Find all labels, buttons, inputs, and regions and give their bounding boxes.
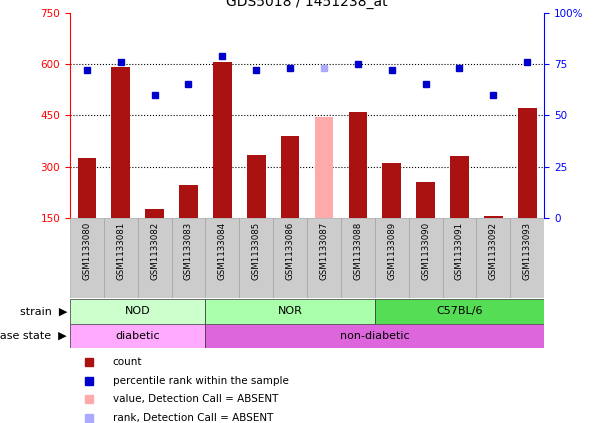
Text: strain  ▶: strain ▶ [19, 306, 67, 316]
Bar [477, 218, 510, 298]
Bar [247, 154, 266, 218]
Text: percentile rank within the sample: percentile rank within the sample [112, 376, 288, 386]
Text: GSM1133092: GSM1133092 [489, 222, 498, 280]
Bar [179, 185, 198, 218]
Text: value, Detection Call = ABSENT: value, Detection Call = ABSENT [112, 394, 278, 404]
Bar [281, 136, 299, 218]
Bar [111, 67, 130, 218]
Bar [70, 218, 104, 298]
Bar [341, 218, 375, 298]
Bar [213, 62, 232, 218]
Bar [206, 218, 240, 298]
Text: C57BL/6: C57BL/6 [436, 306, 483, 316]
Bar [273, 218, 307, 298]
Bar [484, 216, 503, 218]
Text: disease state  ▶: disease state ▶ [0, 331, 67, 341]
Text: NOR: NOR [278, 306, 303, 316]
Bar [307, 218, 341, 298]
Bar [240, 218, 273, 298]
Bar [443, 218, 477, 298]
Text: count: count [112, 357, 142, 367]
Bar [104, 218, 137, 298]
Text: GSM1133089: GSM1133089 [387, 222, 396, 280]
Text: GSM1133082: GSM1133082 [150, 222, 159, 280]
Bar [518, 108, 536, 218]
Text: GSM1133086: GSM1133086 [286, 222, 295, 280]
Bar [348, 112, 367, 218]
Bar [171, 218, 206, 298]
Text: non-diabetic: non-diabetic [340, 331, 410, 341]
Bar [315, 117, 333, 218]
Text: diabetic: diabetic [116, 331, 160, 341]
Title: GDS5018 / 1451238_at: GDS5018 / 1451238_at [226, 0, 388, 9]
Bar [70, 299, 206, 324]
Text: GSM1133091: GSM1133091 [455, 222, 464, 280]
Bar [78, 158, 96, 218]
Bar [206, 324, 544, 348]
Text: GSM1133087: GSM1133087 [319, 222, 328, 280]
Text: GSM1133080: GSM1133080 [82, 222, 91, 280]
Bar [70, 324, 206, 348]
Text: GSM1133081: GSM1133081 [116, 222, 125, 280]
Bar [382, 163, 401, 218]
Text: rank, Detection Call = ABSENT: rank, Detection Call = ABSENT [112, 413, 273, 423]
Bar [137, 218, 171, 298]
Bar [450, 156, 469, 218]
Bar [375, 218, 409, 298]
Bar [510, 218, 544, 298]
Text: GSM1133084: GSM1133084 [218, 222, 227, 280]
Text: NOD: NOD [125, 306, 151, 316]
Text: GSM1133083: GSM1133083 [184, 222, 193, 280]
Text: GSM1133093: GSM1133093 [523, 222, 532, 280]
Bar [375, 299, 544, 324]
Text: GSM1133090: GSM1133090 [421, 222, 430, 280]
Bar [409, 218, 443, 298]
Text: GSM1133085: GSM1133085 [252, 222, 261, 280]
Text: GSM1133088: GSM1133088 [353, 222, 362, 280]
Bar [145, 209, 164, 218]
Bar [206, 299, 375, 324]
Bar [416, 182, 435, 218]
